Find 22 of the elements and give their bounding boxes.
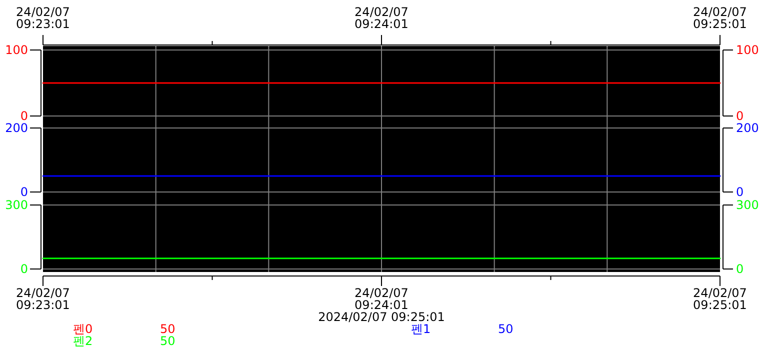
y2-tick-label: 100 xyxy=(736,43,759,57)
y-tick-label: 300 xyxy=(5,198,28,212)
x2-tick-label: 24/02/07 09:24:01 xyxy=(354,5,408,31)
y2-tick-label: 0 xyxy=(736,262,744,276)
x2-tick-label: 24/02/07 09:25:01 xyxy=(693,5,747,31)
x-tick-label: 24/02/07 09:24:01 xyxy=(354,286,408,312)
y2-tick-label: 0 xyxy=(736,185,744,199)
x-axis-title: 2024/02/07 09:25:01 xyxy=(318,310,445,324)
y-tick-label: 100 xyxy=(5,43,28,57)
y2-tick-label: 200 xyxy=(736,121,759,135)
y-tick-label: 200 xyxy=(5,121,28,135)
y2-tick-label: 0 xyxy=(736,109,744,123)
y-tick-label: 0 xyxy=(20,185,28,199)
legend: 펜2 50 xyxy=(73,334,176,348)
x2-tick-label: 24/02/07 09:23:01 xyxy=(16,5,70,31)
y2-tick-label: 300 xyxy=(736,198,759,212)
legend: 펜1 50 xyxy=(411,322,514,336)
y-tick-label: 0 xyxy=(20,109,28,123)
legend: 펜0 50 xyxy=(73,322,176,336)
y-tick-label: 0 xyxy=(20,262,28,276)
x-tick-label: 24/02/07 09:25:01 xyxy=(693,286,747,312)
x-tick-label: 24/02/07 09:23:01 xyxy=(16,286,70,312)
